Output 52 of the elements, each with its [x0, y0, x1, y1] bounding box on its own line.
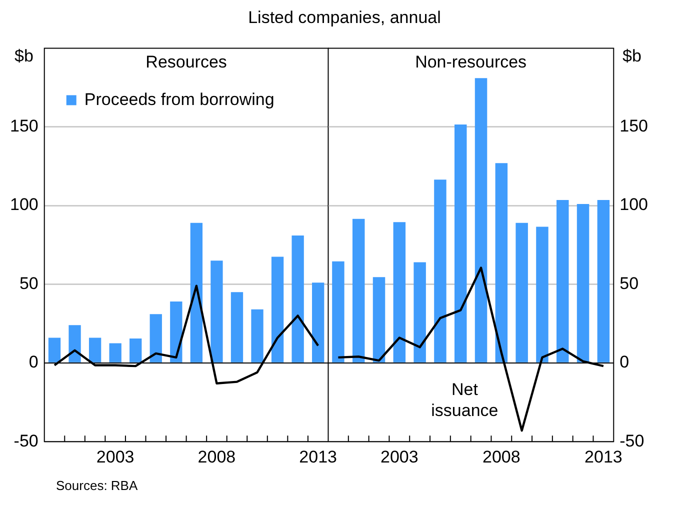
bar — [210, 260, 223, 362]
bar — [332, 261, 344, 362]
y-tick-label: -50 — [620, 431, 644, 450]
chart-title: Non-resources — [415, 52, 527, 72]
bar — [150, 314, 162, 362]
bar — [88, 338, 102, 362]
bar — [190, 222, 203, 362]
y-tick-label: 150 — [10, 116, 38, 136]
y-tick-label: 100 — [620, 195, 648, 214]
bar — [556, 200, 569, 362]
bar — [495, 163, 508, 362]
y-tick-label: 100 — [10, 195, 38, 214]
chart-subtitle: Listed companies, annual — [247, 8, 442, 29]
bar — [434, 180, 446, 362]
bar — [68, 325, 81, 362]
bar — [536, 226, 548, 362]
bar — [170, 302, 182, 362]
bar — [130, 338, 142, 362]
bar — [109, 343, 122, 362]
bar — [372, 277, 386, 362]
bar — [393, 222, 406, 362]
bar — [230, 292, 244, 362]
legend-label: Proceeds from borrowing — [84, 90, 274, 109]
bar — [516, 222, 528, 362]
y-tick-label: 50 — [19, 274, 38, 293]
bar — [576, 204, 590, 362]
source-note: Sources: RBA — [56, 478, 139, 493]
x-tick-label: 2003 — [96, 447, 134, 466]
y-axis-title: $b — [622, 46, 642, 66]
y-tick-label: -50 — [14, 431, 38, 450]
y-tick-label: 0 — [620, 352, 630, 372]
y-tick-label: 50 — [620, 274, 639, 293]
x-tick-label: 2003 — [380, 447, 418, 466]
x-tick-label: 2013 — [584, 447, 622, 466]
x-tick-label: 2008 — [198, 447, 236, 466]
y-tick-label: 0 — [28, 352, 38, 372]
bar — [292, 235, 304, 362]
x-tick-label: 2008 — [482, 447, 520, 466]
bar — [414, 262, 426, 362]
bar — [251, 309, 264, 362]
y-axis-title: $b — [14, 46, 34, 66]
bar — [352, 218, 365, 362]
bar — [597, 200, 610, 362]
x-tick-label: 2013 — [299, 447, 338, 466]
bar — [312, 282, 324, 362]
chart-title: Resources — [146, 52, 227, 72]
bar — [474, 78, 488, 362]
series-label: Net issuance — [431, 380, 498, 420]
bar — [48, 338, 61, 362]
bar — [271, 256, 284, 362]
y-tick-label: 150 — [620, 116, 648, 136]
bar — [454, 124, 467, 362]
